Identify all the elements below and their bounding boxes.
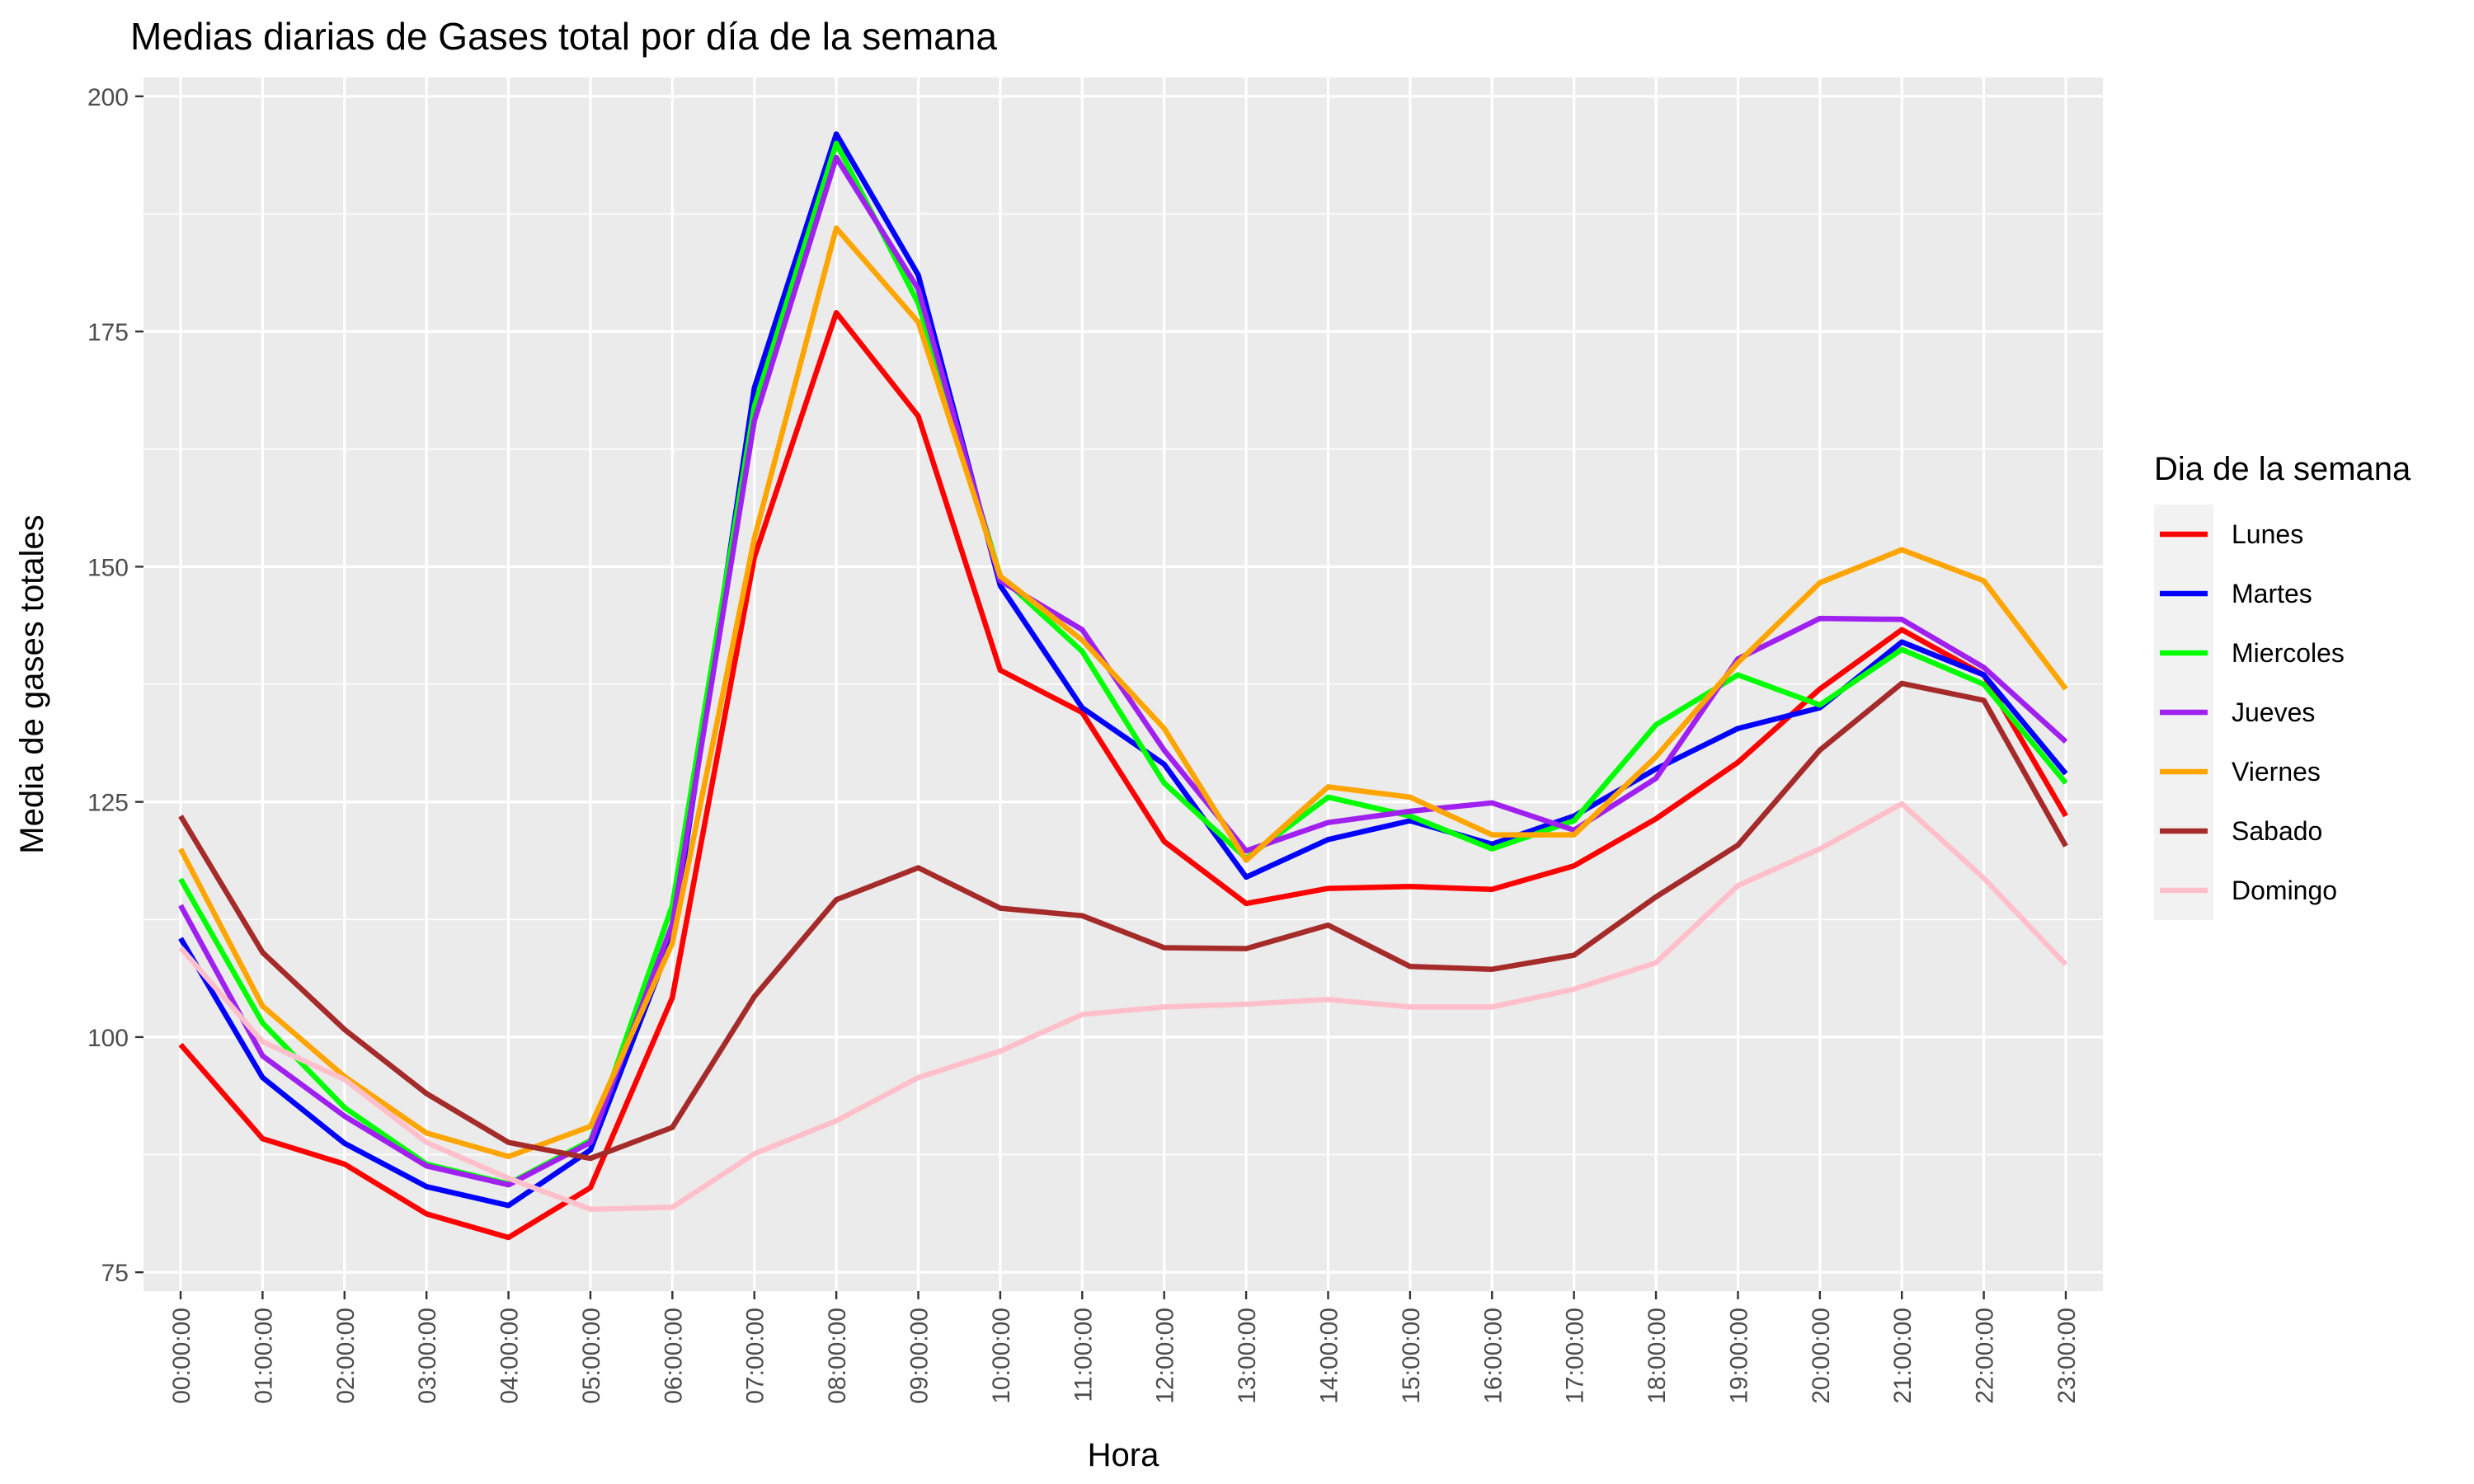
x-tick-label: 20:00:00 — [1808, 1308, 1835, 1404]
y-tick-label: 200 — [87, 84, 129, 111]
x-tick-label: 09:00:00 — [906, 1308, 934, 1404]
x-tick-label: 16:00:00 — [1479, 1308, 1507, 1404]
chart-title: Medias diarias de Gases total por día de… — [130, 15, 997, 58]
y-tick-label: 175 — [87, 319, 129, 346]
x-tick-label: 05:00:00 — [578, 1308, 605, 1404]
grid-major — [143, 77, 2103, 1291]
series-line-domingo — [178, 801, 2068, 1212]
y-tick-label: 150 — [87, 554, 129, 581]
legend-label: Miercoles — [2232, 638, 2345, 668]
x-tick-label: 06:00:00 — [660, 1308, 687, 1404]
x-tick-label: 13:00:00 — [1234, 1308, 1261, 1404]
x-tick-label: 14:00:00 — [1315, 1308, 1343, 1404]
series-line-sabado — [178, 680, 2068, 1162]
y-axis: 75 100 125 150 175 200 — [87, 84, 143, 1287]
legend-title: Dia de la semana — [2154, 451, 2411, 487]
legend-label: Sabado — [2232, 816, 2322, 846]
y-tick-label: 125 — [87, 790, 129, 817]
x-tick-label: 17:00:00 — [1562, 1308, 1589, 1404]
x-tick-label: 04:00:00 — [496, 1308, 524, 1404]
y-axis-title: Media de gases totales — [14, 514, 50, 853]
x-tick-label: 02:00:00 — [332, 1308, 360, 1404]
legend-label: Jueves — [2232, 697, 2315, 727]
series-line-lunes — [178, 310, 2068, 1241]
x-tick-label: 11:00:00 — [1070, 1308, 1097, 1402]
x-tick-label: 18:00:00 — [1644, 1308, 1671, 1404]
x-tick-label: 10:00:00 — [988, 1308, 1015, 1404]
x-tick-label: 19:00:00 — [1725, 1308, 1752, 1404]
x-tick-label: 08:00:00 — [824, 1308, 851, 1404]
legend-label: Martes — [2232, 579, 2312, 608]
series-line-martes — [178, 131, 2068, 1209]
x-tick-label: 12:00:00 — [1152, 1308, 1179, 1404]
legend: Dia de la semana Lunes Martes Miercoles Jue… — [2154, 451, 2411, 920]
x-tick-label: 22:00:00 — [1972, 1308, 1999, 1404]
legend-label: Viernes — [2232, 757, 2321, 787]
x-tick-label: 01:00:00 — [250, 1308, 277, 1404]
x-tick-label: 21:00:00 — [1889, 1308, 1917, 1404]
y-tick-label: 100 — [87, 1025, 129, 1052]
x-tick-label: 07:00:00 — [742, 1308, 769, 1404]
x-tick-label: 00:00:00 — [168, 1308, 195, 1404]
x-axis-title: Hora — [1088, 1437, 1159, 1473]
x-tick-label: 23:00:00 — [2053, 1308, 2081, 1404]
x-axis: 00:00:00 01:00:00 02:00:00 03:00:00 04:00:00… — [168, 1291, 2081, 1404]
y-tick-label: 75 — [101, 1260, 129, 1287]
series-lines — [178, 131, 2068, 1241]
x-tick-label: 15:00:00 — [1398, 1308, 1425, 1404]
x-tick-label: 03:00:00 — [414, 1308, 441, 1404]
legend-label: Domingo — [2232, 876, 2337, 905]
series-line-viernes — [178, 225, 2068, 1160]
legend-label: Lunes — [2232, 519, 2303, 549]
